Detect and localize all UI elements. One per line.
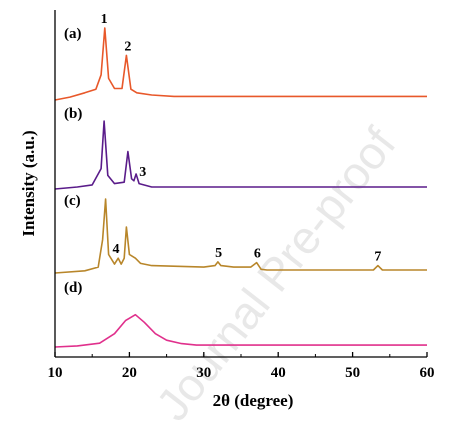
y-axis-title: Intensity (a.u.) (19, 130, 38, 236)
x-tick-label: 10 (48, 365, 63, 381)
panel-label: (d) (64, 280, 82, 296)
series-line-3 (54, 198, 427, 274)
series-line-4 (54, 313, 427, 348)
watermark-text: Journal Pre-proof (146, 118, 406, 429)
x-tick-label: 20 (122, 365, 137, 381)
panel-label: (b) (64, 106, 82, 122)
peak-label: 2 (124, 39, 131, 54)
panel-label: (c) (64, 193, 81, 209)
series-line-1 (54, 27, 427, 101)
x-tick-label: 60 (420, 365, 435, 381)
peak-label: 1 (101, 12, 108, 27)
x-axis-title: 2θ (degree) (213, 391, 294, 410)
x-tick-label: 50 (345, 365, 360, 381)
peak-label: 3 (139, 165, 146, 180)
series-line-2 (54, 120, 427, 190)
peak-label: 7 (374, 250, 381, 265)
peak-label: 4 (113, 242, 120, 257)
panel-label: (a) (64, 26, 82, 42)
x-tick-label: 30 (196, 365, 211, 381)
x-tick-label: 40 (271, 365, 286, 381)
peak-label: 6 (254, 247, 261, 262)
peak-label: 5 (215, 246, 222, 261)
